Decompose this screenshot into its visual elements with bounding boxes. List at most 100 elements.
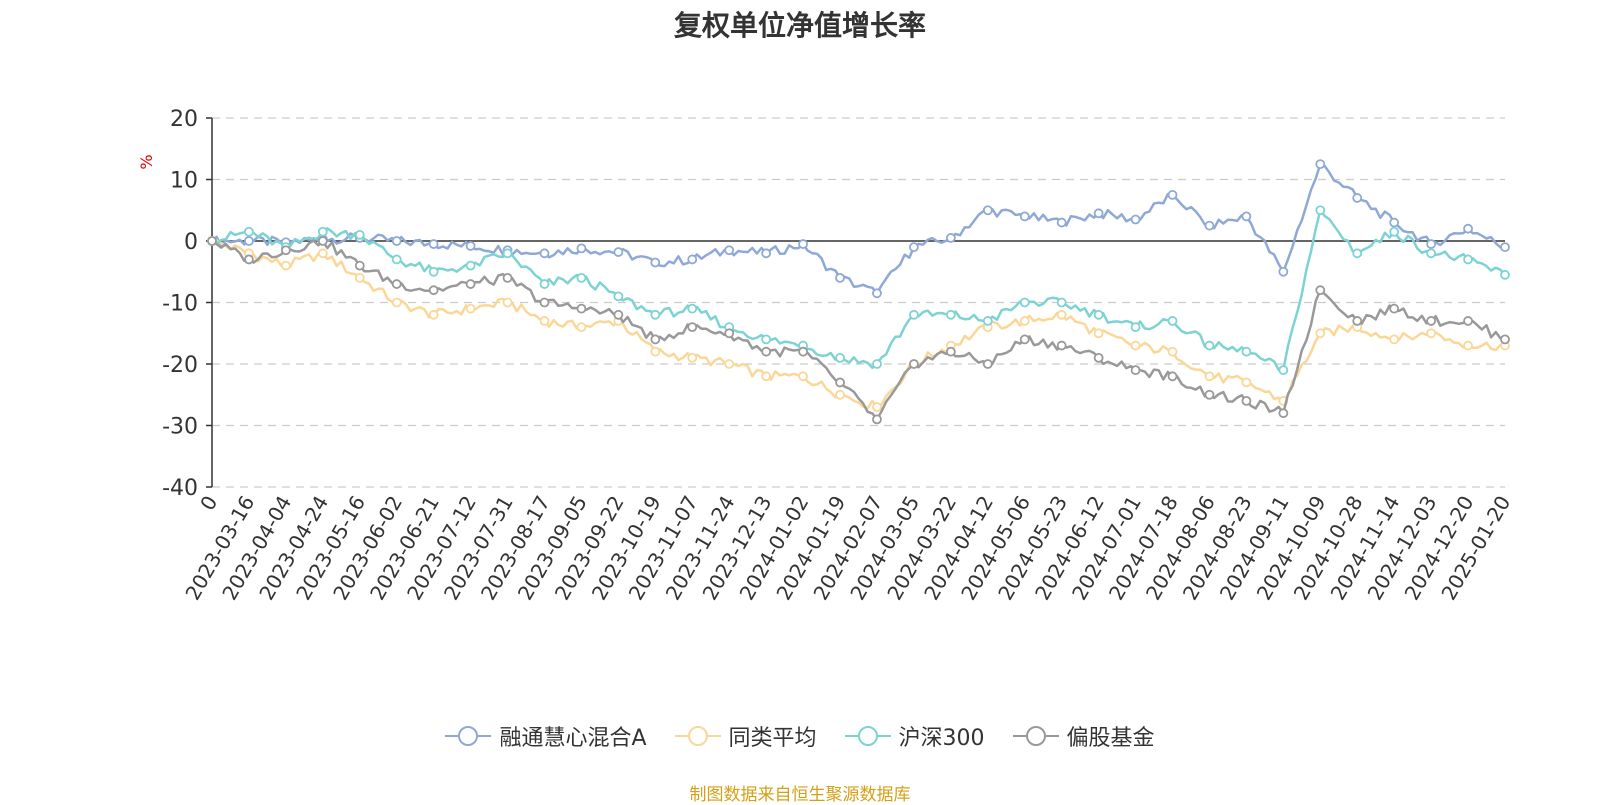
data-point[interactable]	[354, 272, 365, 283]
data-point[interactable]	[761, 334, 772, 345]
data-point[interactable]	[1130, 322, 1141, 333]
data-point[interactable]	[1463, 223, 1473, 234]
data-point[interactable]	[1056, 297, 1067, 308]
data-point[interactable]	[982, 316, 993, 326]
data-point[interactable]	[428, 309, 439, 320]
data-point[interactable]	[1315, 159, 1326, 170]
data-point[interactable]	[465, 279, 476, 289]
data-point[interactable]	[428, 239, 439, 249]
data-point[interactable]	[1093, 309, 1104, 320]
data-point[interactable]	[244, 236, 254, 246]
data-point[interactable]	[465, 303, 476, 314]
data-point[interactable]	[798, 371, 808, 382]
data-point[interactable]	[798, 239, 808, 249]
data-point[interactable]	[428, 285, 439, 296]
data-point[interactable]	[244, 254, 254, 265]
data-point[interactable]	[1500, 242, 1510, 253]
data-point[interactable]	[982, 359, 993, 369]
data-point[interactable]	[1278, 365, 1289, 376]
data-point[interactable]	[1130, 340, 1141, 351]
data-point[interactable]	[761, 248, 772, 259]
data-point[interactable]	[945, 233, 956, 243]
data-point[interactable]	[465, 241, 476, 251]
data-point[interactable]	[724, 359, 735, 369]
data-point[interactable]	[835, 377, 845, 388]
data-point[interactable]	[613, 247, 624, 257]
data-point[interactable]	[650, 309, 661, 320]
data-point[interactable]	[1093, 352, 1104, 363]
data-point[interactable]	[1167, 189, 1178, 200]
data-point[interactable]	[576, 322, 587, 333]
data-point[interactable]	[1241, 395, 1252, 406]
data-point[interactable]	[576, 243, 587, 254]
data-point[interactable]	[1167, 316, 1178, 326]
data-point[interactable]	[1389, 217, 1400, 228]
data-point[interactable]	[945, 346, 956, 357]
data-point[interactable]	[1056, 340, 1067, 351]
data-point[interactable]	[502, 248, 513, 259]
data-point[interactable]	[1019, 297, 1030, 308]
data-point[interactable]	[1315, 205, 1326, 216]
data-point[interactable]	[1130, 365, 1141, 376]
data-point[interactable]	[391, 254, 402, 265]
data-point[interactable]	[1352, 193, 1363, 203]
data-point[interactable]	[539, 279, 550, 289]
data-point[interactable]	[1204, 389, 1215, 400]
data-point[interactable]	[1241, 346, 1252, 357]
data-point[interactable]	[539, 316, 550, 326]
data-point[interactable]	[1056, 217, 1067, 228]
data-point[interactable]	[1204, 220, 1215, 231]
data-point[interactable]	[1167, 346, 1178, 357]
data-point[interactable]	[1241, 211, 1252, 222]
data-point[interactable]	[1278, 266, 1289, 277]
data-point[interactable]	[1389, 303, 1400, 314]
data-point[interactable]	[1389, 334, 1400, 345]
data-point[interactable]	[872, 402, 882, 412]
data-point[interactable]	[724, 328, 735, 339]
data-point[interactable]	[1463, 316, 1473, 326]
data-point[interactable]	[650, 334, 661, 345]
data-point[interactable]	[1019, 316, 1030, 326]
data-point[interactable]	[391, 279, 402, 289]
data-point[interactable]	[1352, 316, 1363, 326]
data-point[interactable]	[317, 236, 328, 246]
data-point[interactable]	[872, 414, 882, 425]
data-point[interactable]	[391, 297, 402, 308]
data-point[interactable]	[1204, 371, 1215, 382]
data-point[interactable]	[1389, 226, 1400, 237]
data-point[interactable]	[1463, 340, 1473, 351]
data-point[interactable]	[391, 236, 402, 246]
data-point[interactable]	[1093, 328, 1104, 339]
data-point[interactable]	[317, 248, 328, 259]
data-point[interactable]	[1315, 328, 1326, 339]
data-point[interactable]	[317, 226, 328, 237]
data-point[interactable]	[613, 291, 624, 302]
data-point[interactable]	[872, 288, 882, 299]
data-point[interactable]	[613, 309, 624, 320]
data-point[interactable]	[1500, 334, 1510, 345]
data-point[interactable]	[280, 245, 291, 256]
legend-item[interactable]: 融通慧心混合A	[445, 720, 647, 752]
data-point[interactable]	[909, 359, 919, 369]
data-point[interactable]	[465, 260, 476, 271]
data-point[interactable]	[1167, 371, 1178, 382]
data-point[interactable]	[1352, 248, 1363, 259]
legend-item[interactable]: 偏股基金	[1012, 720, 1155, 752]
legend-item[interactable]: 同类平均	[674, 720, 817, 752]
data-point[interactable]	[1204, 340, 1215, 351]
data-point[interactable]	[1093, 208, 1104, 219]
data-point[interactable]	[687, 254, 698, 265]
data-point[interactable]	[761, 346, 772, 357]
data-point[interactable]	[687, 352, 698, 363]
data-point[interactable]	[909, 309, 919, 320]
data-point[interactable]	[650, 346, 661, 357]
data-point[interactable]	[687, 322, 698, 333]
data-point[interactable]	[872, 359, 882, 369]
data-point[interactable]	[1426, 239, 1437, 249]
data-point[interactable]	[1463, 254, 1473, 265]
data-point[interactable]	[687, 303, 698, 314]
data-point[interactable]	[1315, 285, 1326, 296]
legend-item[interactable]: 沪深300	[844, 720, 985, 752]
data-point[interactable]	[576, 303, 587, 314]
data-point[interactable]	[502, 297, 513, 308]
